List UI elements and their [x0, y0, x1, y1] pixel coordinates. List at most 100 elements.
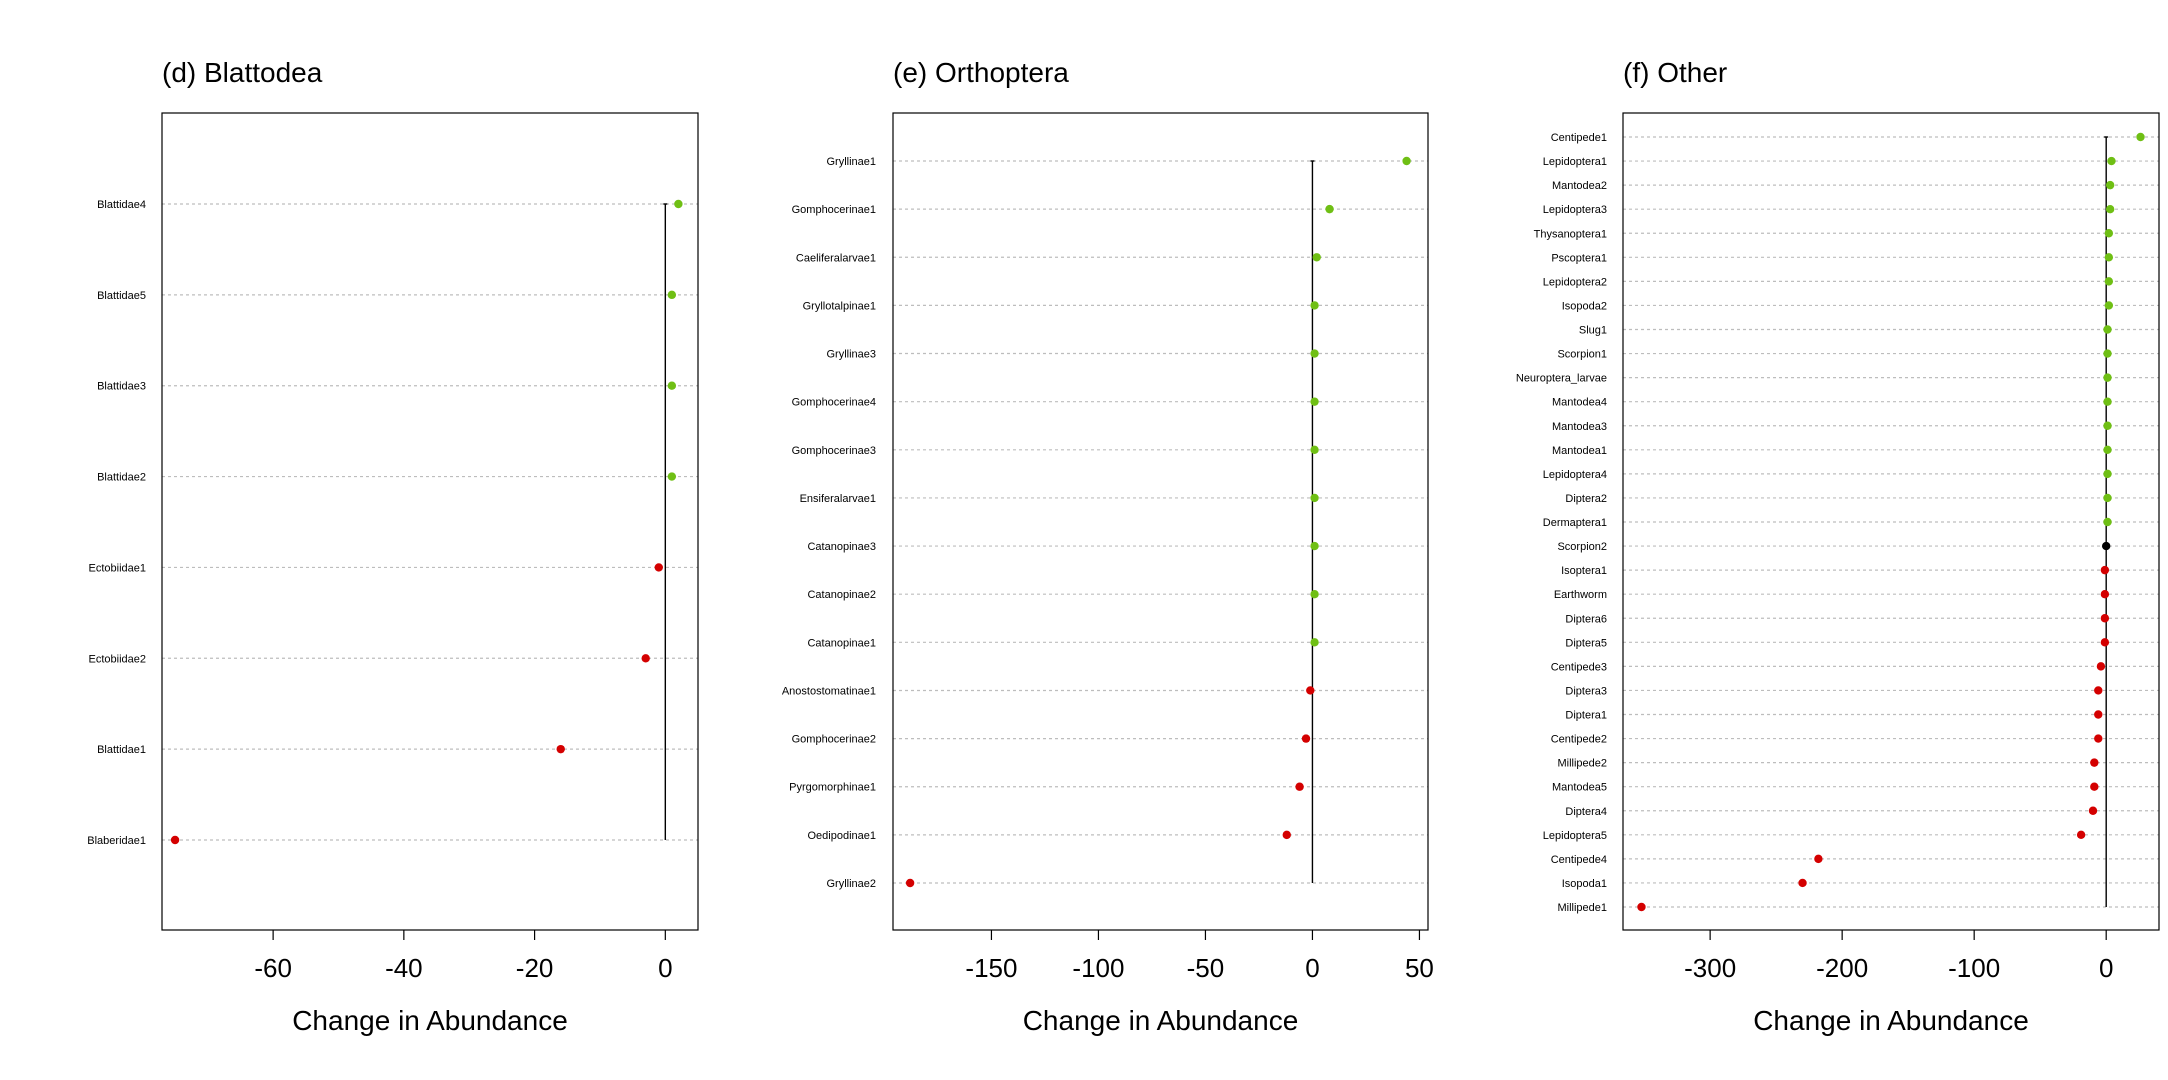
category-label: Blattidae4	[97, 199, 146, 211]
data-point	[1310, 541, 1319, 551]
category-label: Mantodea5	[1552, 782, 1607, 794]
category-label: Dermaptera1	[1543, 517, 1607, 529]
data-point	[1814, 854, 1823, 864]
x-tick-label: 0	[2099, 953, 2113, 983]
data-point	[1798, 878, 1807, 888]
data-point	[667, 381, 677, 390]
data-point	[2104, 253, 2114, 262]
data-point	[641, 654, 650, 663]
data-point	[1310, 638, 1319, 647]
plot-frame	[892, 112, 1429, 931]
category-label: Gryllinae1	[826, 156, 876, 168]
category-label: Slug1	[1579, 325, 1607, 337]
data-point	[667, 290, 677, 300]
data-point	[1637, 902, 1646, 912]
data-point	[2088, 806, 2098, 815]
category-label: Diptera2	[1565, 493, 1607, 505]
data-point	[1310, 301, 1319, 310]
plot-frame	[161, 112, 699, 931]
data-point	[1310, 590, 1319, 599]
data-point	[2105, 180, 2115, 190]
data-point	[1310, 349, 1319, 358]
data-point	[1312, 253, 1321, 262]
data-point	[1310, 445, 1319, 454]
x-tick-label: 0	[658, 953, 672, 983]
data-point	[2094, 686, 2103, 695]
panel-orthoptera: (e) Orthoptera Gryllinae1 Gomphocerinae1 Ca…	[782, 57, 1434, 1036]
category-label: Scorpion2	[1557, 541, 1607, 553]
category-label: Neuroptera_larvae	[1516, 373, 1607, 385]
category-label: Diptera6	[1565, 613, 1607, 625]
x-tick-label: 50	[1405, 953, 1434, 983]
data-point	[1282, 830, 1291, 840]
category-label: Catanopinae1	[807, 637, 876, 649]
data-point	[1306, 686, 1315, 695]
category-label: Thysanoptera1	[1534, 228, 1607, 240]
x-tick-label: -100	[1948, 953, 2000, 983]
category-label: Isopoda1	[1562, 878, 1607, 890]
data-point	[674, 199, 683, 209]
data-point	[2104, 301, 2114, 310]
data-point	[2100, 614, 2110, 623]
data-point	[905, 878, 915, 888]
category-label: Centipede3	[1551, 661, 1607, 673]
data-point	[2096, 662, 2106, 671]
category-label: Diptera3	[1565, 685, 1607, 697]
data-point	[2104, 277, 2114, 286]
category-label: Blaberidae1	[87, 835, 146, 847]
x-tick-label: -50	[1187, 953, 1225, 983]
data-point	[2136, 132, 2145, 142]
category-label: Anostostomatinae1	[782, 685, 876, 697]
data-point	[2103, 349, 2112, 358]
x-tick-label: -40	[385, 953, 423, 983]
category-label: Pscoptera1	[1551, 252, 1607, 264]
category-label: Catanopinae2	[807, 589, 876, 601]
category-label: Millipede2	[1557, 758, 1607, 770]
panel-other: (f) Other Centipede1 Lepidoptera1 Mantodea2…	[1516, 57, 2160, 1036]
data-point	[170, 835, 180, 845]
category-label: Lepidoptera4	[1543, 469, 1607, 481]
category-label: Diptera5	[1565, 637, 1607, 649]
data-point	[1402, 156, 1411, 166]
category-label: Isoptera1	[1561, 565, 1607, 577]
data-point	[2100, 565, 2110, 575]
data-point	[2101, 541, 2111, 551]
data-point	[2103, 517, 2112, 527]
data-point	[2094, 710, 2103, 719]
panel-title: (f) Other	[1623, 57, 1727, 88]
data-point	[1301, 734, 1311, 743]
x-tick-label: -300	[1684, 953, 1736, 983]
x-tick-label: -20	[516, 953, 554, 983]
x-axis-label: Change in Abundance	[1023, 1005, 1299, 1036]
category-label: Blattidae2	[97, 472, 146, 484]
data-point	[2103, 445, 2112, 455]
data-point	[2094, 734, 2103, 743]
category-label: Earthworm	[1554, 589, 1607, 601]
category-label: Mantodea4	[1552, 397, 1607, 409]
category-label: Lepidoptera1	[1543, 156, 1607, 168]
category-label: Centipede1	[1551, 132, 1607, 144]
x-tick-label: -200	[1816, 953, 1868, 983]
category-label: Centipede4	[1551, 854, 1607, 866]
data-point	[2103, 421, 2112, 430]
category-label: Mantodea3	[1552, 421, 1607, 433]
category-label: Isopoda2	[1562, 300, 1607, 312]
x-axis-label: Change in Abundance	[1753, 1005, 2029, 1036]
data-point	[2103, 397, 2112, 406]
category-label: Gomphocerinae3	[792, 445, 876, 457]
panel-blattodea: (d) Blattodea Blattidae4 Blattidae5 Blattid…	[87, 57, 699, 1036]
category-label: Caeliferalarvae1	[796, 252, 876, 264]
data-point	[2103, 373, 2112, 382]
data-point	[2100, 589, 2110, 599]
category-label: Gryllotalpinae1	[803, 300, 876, 312]
category-label: Mantodea2	[1552, 180, 1607, 192]
category-label: Gomphocerinae2	[792, 734, 876, 746]
data-point	[1325, 204, 1334, 214]
data-point	[2104, 229, 2114, 238]
data-point	[2100, 638, 2110, 647]
category-label: Oedipodinae1	[807, 830, 876, 842]
category-label: Lepidoptera2	[1543, 276, 1607, 288]
category-label: Ensiferalarvae1	[800, 493, 876, 505]
data-point	[556, 744, 565, 754]
